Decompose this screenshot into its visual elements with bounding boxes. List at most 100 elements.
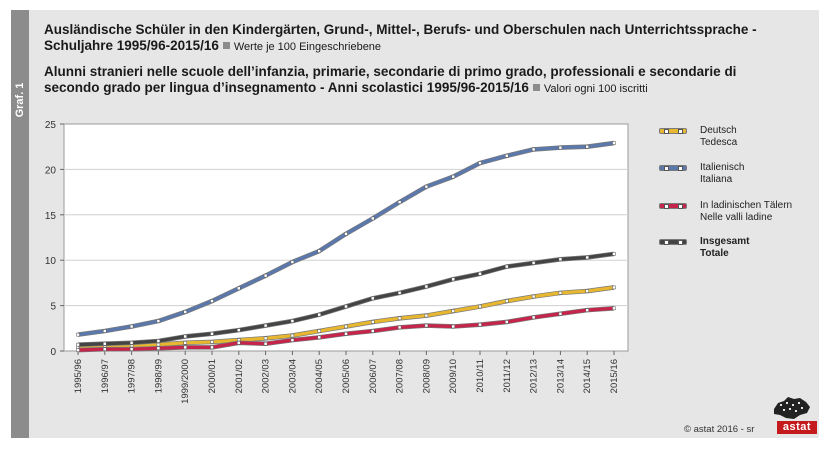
legend-swatch	[660, 166, 686, 171]
subtitle-italian: Valori ogni 100 iscritti	[543, 83, 648, 95]
y-tick-label: 10	[45, 256, 57, 267]
data-point	[451, 309, 455, 313]
legend-label-italian: Nelle valli ladine	[700, 212, 773, 223]
legend-swatch	[660, 129, 686, 134]
data-point	[478, 272, 482, 276]
x-tick-label: 1998/99	[153, 359, 164, 393]
x-tick-label: 2009/10	[448, 359, 459, 393]
data-point	[505, 154, 509, 158]
legend-label: Italienisch	[700, 162, 745, 173]
data-point	[183, 334, 187, 339]
data-point	[156, 346, 161, 351]
astat-logo-map-icon	[774, 397, 810, 419]
y-tick-label: 15	[45, 211, 57, 222]
legend-label: Insgesamt	[700, 236, 750, 247]
legend-label-italian: Italiana	[700, 174, 733, 185]
data-point	[612, 141, 616, 145]
data-point	[531, 261, 536, 265]
data-point	[317, 312, 321, 317]
y-tick-label: 5	[50, 302, 56, 313]
data-point	[505, 264, 509, 269]
data-point	[263, 341, 268, 346]
data-point	[290, 319, 295, 323]
data-point	[612, 252, 616, 256]
astat-logo-text: astat	[777, 421, 817, 434]
data-point	[210, 345, 214, 350]
data-point	[210, 340, 214, 344]
data-point	[317, 335, 321, 340]
x-tick-label: 2003/04	[287, 359, 298, 393]
data-point	[371, 320, 375, 324]
x-tick-label: 2008/09	[421, 359, 432, 393]
data-point	[76, 332, 80, 337]
data-point	[397, 200, 402, 204]
data-point	[558, 312, 563, 316]
x-tick-label: 2001/02	[234, 359, 245, 393]
data-point	[76, 348, 80, 352]
square-bullet-icon	[222, 42, 230, 50]
y-tick-label: 0	[50, 347, 56, 358]
data-point	[263, 273, 268, 278]
data-point	[344, 232, 348, 236]
x-tick-label: 1996/97	[100, 359, 111, 393]
data-point	[210, 331, 214, 336]
data-point	[103, 341, 107, 346]
data-point	[103, 329, 107, 333]
x-tick-label: 1995/96	[73, 359, 84, 393]
data-point	[558, 291, 563, 295]
x-tick-label: 2014/15	[582, 359, 593, 393]
data-point	[290, 260, 295, 264]
data-point	[585, 255, 589, 260]
x-tick-label: 2005/06	[341, 359, 352, 393]
x-tick-label: 2007/08	[395, 359, 406, 393]
data-point	[317, 329, 321, 333]
data-point	[424, 284, 429, 289]
data-point	[317, 249, 321, 253]
data-point	[344, 324, 348, 329]
data-point	[424, 184, 429, 189]
data-point	[129, 341, 134, 345]
data-point	[451, 324, 455, 329]
plot-area	[63, 123, 629, 352]
legend-label: Deutsch	[700, 125, 737, 136]
data-point	[129, 324, 134, 329]
data-point	[585, 289, 589, 293]
data-point	[103, 347, 107, 351]
data-point	[451, 277, 455, 282]
data-point	[344, 331, 348, 336]
x-tick-label: 2010/11	[475, 359, 486, 393]
data-point	[531, 147, 536, 152]
data-point	[505, 299, 509, 303]
data-point	[183, 341, 187, 345]
data-point	[371, 329, 375, 333]
data-point	[505, 320, 509, 324]
copyright-footer: © astat 2016 - sr	[684, 424, 755, 435]
title-italian-line2: secondo grado per lingua d’insegnamento …	[44, 80, 648, 95]
data-point	[156, 319, 161, 323]
data-point	[290, 338, 295, 342]
legend-label-italian: Tedesca	[700, 137, 738, 148]
data-point	[129, 347, 134, 351]
data-point	[156, 342, 161, 347]
x-tick-label: 2004/05	[314, 359, 325, 393]
data-point	[424, 323, 429, 328]
data-point	[478, 304, 482, 309]
x-tick-label: 1997/98	[127, 359, 138, 393]
square-bullet-icon	[532, 84, 540, 92]
data-point	[424, 313, 429, 318]
x-tick-label: 2013/14	[555, 359, 566, 393]
side-bar: Graf. 1	[11, 10, 29, 438]
data-point	[451, 174, 455, 179]
data-point	[585, 308, 589, 312]
data-point	[478, 322, 482, 327]
legend-label-italian: Totale	[700, 248, 729, 259]
data-point	[237, 328, 241, 332]
data-point	[263, 323, 268, 328]
data-point	[585, 144, 589, 149]
data-point	[558, 145, 563, 150]
x-tick-label: 2002/03	[261, 359, 272, 393]
data-point	[183, 310, 187, 314]
y-tick-label: 20	[45, 165, 57, 176]
data-point	[397, 291, 402, 295]
data-point	[371, 216, 375, 221]
